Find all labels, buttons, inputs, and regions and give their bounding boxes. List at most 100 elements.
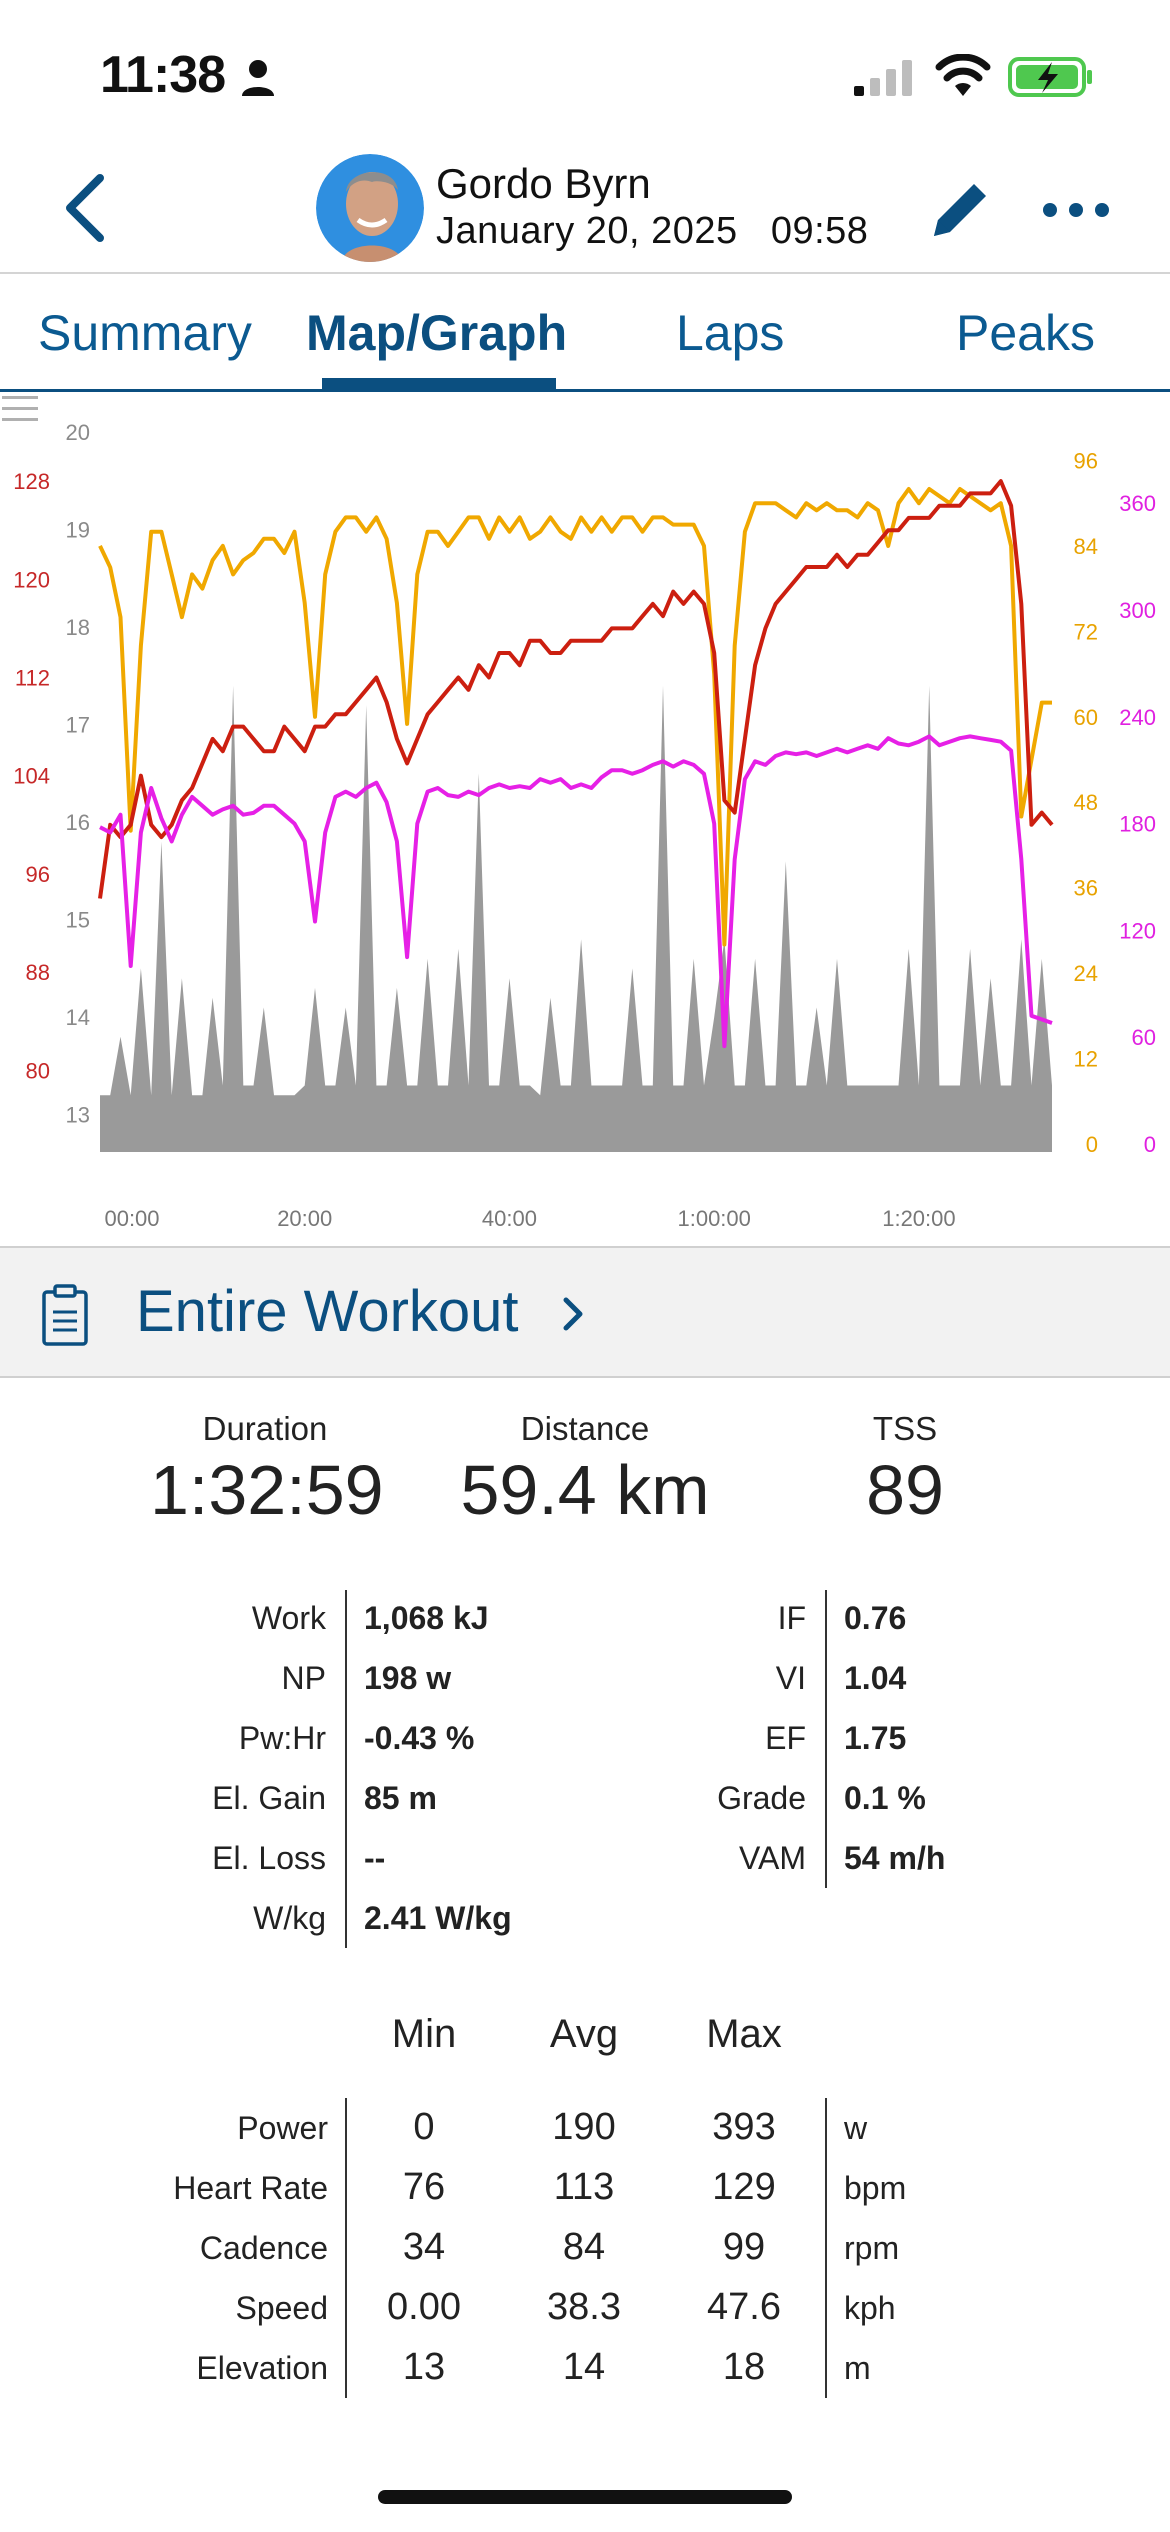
more-options-icon[interactable]: [1040, 190, 1112, 230]
metric-value: 198 w: [364, 1660, 452, 1696]
total-label: Duration: [202, 1410, 328, 1447]
column-header-avg: Avg: [549, 2012, 619, 2056]
cell-avg: 14: [562, 2346, 606, 2388]
row-label: Heart Rate: [173, 2170, 328, 2206]
cell-max: 99: [722, 2226, 766, 2268]
metric-label: Work: [251, 1600, 326, 1636]
row-label: Speed: [235, 2290, 328, 2326]
x-tick-label: 00:00: [104, 1206, 159, 1231]
divider: [825, 1590, 827, 1888]
divider: [345, 1590, 347, 1948]
tab-bar: Summary Map/Graph Laps Peaks: [0, 274, 1170, 392]
edit-pencil-icon[interactable]: [922, 172, 998, 248]
cell-avg: 38.3: [547, 2286, 621, 2328]
tab-summary[interactable]: Summary: [38, 305, 252, 361]
metric-value: 85 m: [364, 1780, 437, 1816]
cell-max: 393: [712, 2106, 776, 2148]
power-tick-label: 360: [1119, 491, 1156, 516]
avatar-photo-icon: [316, 154, 424, 262]
metric-label: EF: [765, 1720, 806, 1756]
cell-min: 76: [402, 2166, 446, 2208]
total-value: 89: [866, 1451, 944, 1529]
power-tick-label: 240: [1119, 705, 1156, 730]
metric-value: --: [364, 1840, 386, 1876]
divider: [345, 2098, 347, 2398]
tab-map-graph[interactable]: Map/Graph: [306, 305, 568, 361]
wifi-icon: [935, 54, 991, 96]
person-icon: [242, 60, 274, 96]
cell-min: 0: [413, 2106, 435, 2148]
elevation-tick-label: 14: [66, 1005, 90, 1030]
metric-label: W/kg: [253, 1900, 326, 1936]
row-label: Cadence: [199, 2230, 328, 2266]
chevron-right-icon: [563, 1297, 583, 1331]
battery-charging-icon: [1008, 57, 1092, 97]
cell-max: 47.6: [707, 2286, 781, 2328]
cadence-tick-label: 24: [1074, 961, 1098, 986]
back-button[interactable]: [52, 168, 122, 248]
status-time: 11:38: [100, 46, 226, 104]
elevation-tick-label: 15: [66, 908, 90, 933]
total-duration: Duration 1:32:59: [150, 1410, 384, 1530]
cadence-tick-label: 72: [1074, 619, 1098, 644]
athlete-avatar[interactable]: [316, 154, 424, 262]
clipboard-icon: [42, 1284, 88, 1346]
heart_rate-tick-label: 80: [26, 1058, 50, 1083]
power-tick-label: 180: [1119, 812, 1156, 837]
power-tick-label: 120: [1119, 918, 1156, 943]
cell-avg: 84: [562, 2226, 606, 2268]
elevation-tick-label: 19: [66, 518, 90, 543]
metric-label: El. Loss: [212, 1840, 326, 1876]
heart_rate-tick-label: 104: [13, 764, 50, 789]
cadence-tick-label: 96: [1074, 448, 1098, 473]
row-label: Elevation: [196, 2350, 328, 2386]
x-tick-label: 1:20:00: [882, 1206, 955, 1231]
series-power-line: [99, 734, 1053, 1049]
cell-unit: kph: [844, 2290, 896, 2326]
metric-value: 1.75: [844, 1720, 907, 1756]
metric-value: 1.04: [844, 1660, 907, 1696]
tab-laps[interactable]: Laps: [676, 305, 785, 361]
column-header-min: Min: [391, 2012, 457, 2056]
metric-label: VI: [775, 1660, 806, 1696]
total-label: TSS: [872, 1410, 938, 1447]
chart-menu-icon[interactable]: [0, 392, 40, 426]
cell-unit: bpm: [844, 2170, 907, 2206]
cell-min: 13: [402, 2346, 446, 2388]
cell-min: 0.00: [387, 2286, 461, 2328]
row-label: Power: [237, 2110, 328, 2146]
total-value: 59.4 km: [460, 1451, 710, 1529]
status-bar: 11:38: [0, 0, 1170, 150]
cadence-tick-label: 60: [1074, 705, 1098, 730]
column-header-max: Max: [706, 2012, 782, 2056]
cadence-tick-label: 84: [1074, 534, 1098, 559]
section-title: Entire Workout: [136, 1279, 519, 1344]
series-cadence-line: [98, 487, 1052, 947]
workout-chart-svg[interactable]: 1281201121049688802019181716151413968472…: [0, 392, 1170, 1246]
cadence-tick-label: 48: [1074, 790, 1098, 815]
total-label: Distance: [520, 1410, 650, 1447]
elevation-tick-label: 20: [66, 420, 90, 445]
heart_rate-tick-label: 88: [26, 960, 50, 985]
total-value: 1:32:59: [150, 1451, 384, 1529]
cell-max: 129: [712, 2166, 776, 2208]
x-tick-label: 40:00: [482, 1206, 537, 1231]
metric-value: 2.41 W/kg: [364, 1900, 512, 1936]
cadence-tick-label: 12: [1074, 1047, 1098, 1072]
elevation-tick-label: 18: [66, 615, 90, 640]
workout-chart[interactable]: 128 120 112 104 96 88 80 20 19 18 17 16 15 14 13 96 84 72…: [0, 392, 1170, 1246]
metric-label: IF: [777, 1600, 806, 1636]
power-tick-label: 0: [1144, 1132, 1156, 1157]
home-indicator[interactable]: [378, 2490, 792, 2504]
power-tick-label: 60: [1132, 1025, 1156, 1050]
tab-peaks[interactable]: Peaks: [956, 305, 1095, 361]
entire-workout-selector[interactable]: Entire Workout: [0, 1246, 1170, 1378]
series-heart_rate-line: [98, 479, 1054, 899]
metric-value: 0.76: [844, 1600, 907, 1636]
metric-value: 1,068 kJ: [364, 1600, 489, 1636]
total-distance: Distance 59.4 km: [455, 1410, 715, 1530]
cell-avg: 113: [553, 2166, 615, 2208]
cell-unit: w: [844, 2110, 868, 2146]
cell-unit: rpm: [844, 2230, 900, 2266]
cell-max: 18: [722, 2346, 766, 2388]
